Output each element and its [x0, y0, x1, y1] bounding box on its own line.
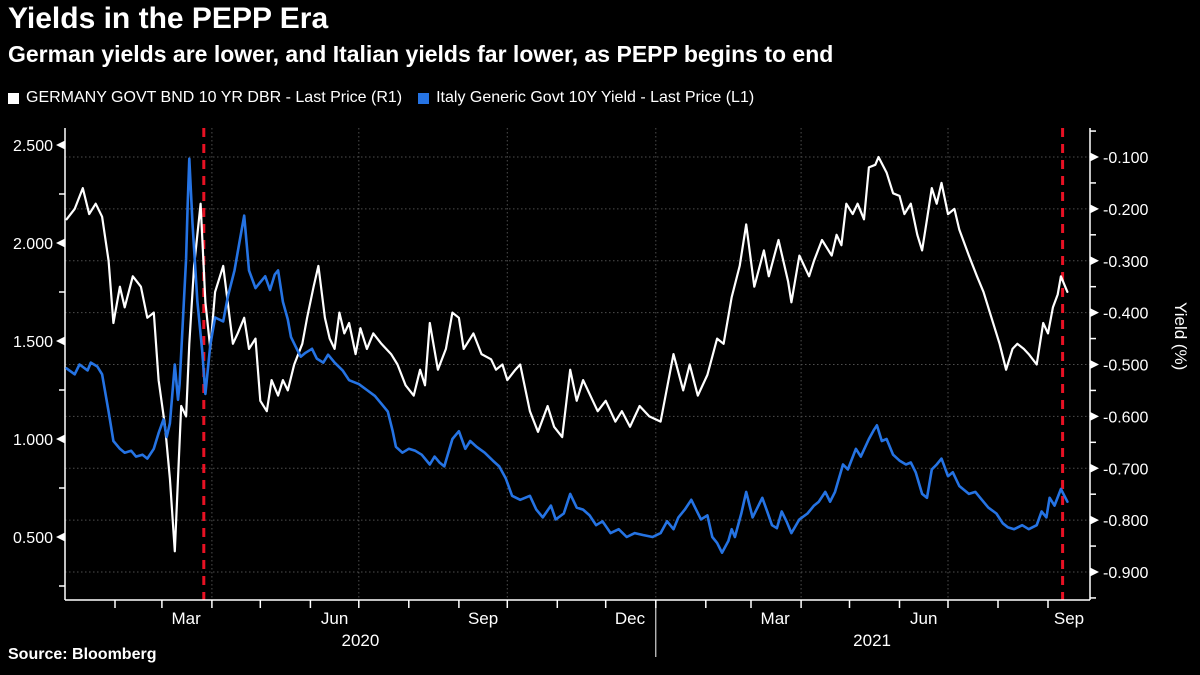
- right-axis-arrow-tick: [1090, 152, 1099, 162]
- left-axis-tick-label: 2.500: [13, 138, 53, 155]
- right-axis-arrow-tick: [1090, 360, 1099, 369]
- right-axis-arrow-tick: [1090, 256, 1099, 266]
- right-axis-tick-label: -0.700: [1103, 461, 1148, 478]
- legend-label-italy: Italy Generic Govt 10Y Yield - Last Pric…: [436, 89, 755, 106]
- left-axis-arrow-tick: [56, 238, 65, 248]
- source-credit: Source: Bloomberg: [8, 646, 157, 663]
- year-label: 2020: [341, 631, 379, 650]
- month-label: Mar: [761, 609, 791, 628]
- right-axis-tick-label: -0.400: [1103, 306, 1148, 323]
- month-label: Dec: [615, 609, 646, 628]
- left-axis-tick-label: 0.500: [13, 530, 53, 547]
- month-label: Mar: [171, 609, 201, 628]
- left-axis-tick-label: 2.000: [13, 236, 53, 253]
- right-axis-tick-label: -0.900: [1103, 565, 1148, 582]
- month-label: Sep: [1054, 609, 1084, 628]
- right-axis-tick-label: -0.500: [1103, 358, 1148, 375]
- legend-item-germany: GERMANY GOVT BND 10 YR DBR - Last Price …: [8, 89, 402, 107]
- right-axis-arrow-tick: [1090, 567, 1099, 577]
- right-axis-arrow-tick: [1090, 204, 1099, 214]
- right-axis-arrow-tick: [1090, 308, 1099, 318]
- left-axis-arrow-tick: [56, 336, 65, 346]
- germany-yield-line: [65, 155, 1069, 553]
- right-axis-arrow-tick: [1090, 463, 1099, 473]
- month-label: Jun: [321, 609, 348, 628]
- month-label: Sep: [468, 609, 498, 628]
- left-axis-tick-label: 1.500: [13, 334, 53, 351]
- right-axis-arrow-tick: [1090, 515, 1099, 525]
- right-axis-tick-label: -0.800: [1103, 513, 1148, 530]
- legend-label-germany: GERMANY GOVT BND 10 YR DBR - Last Price …: [26, 89, 403, 106]
- chart-subtitle: German yields are lower, and Italian yie…: [8, 41, 834, 67]
- italy-series-swatch: [418, 92, 430, 104]
- germany-series-swatch: [8, 92, 19, 104]
- year-label: 2021: [853, 631, 891, 650]
- right-axis-tick-label: -0.600: [1103, 409, 1148, 426]
- left-axis-arrow-tick: [56, 140, 65, 150]
- italy-yield-line: [65, 157, 1069, 554]
- legend: GERMANY GOVT BND 10 YR DBR - Last Price …: [8, 89, 770, 107]
- month-label: Jun: [910, 609, 937, 628]
- legend-item-italy: Italy Generic Govt 10Y Yield - Last Pric…: [418, 89, 754, 107]
- right-axis-tick-label: -0.200: [1103, 202, 1148, 219]
- chart-title: Yields in the PEPP Era: [8, 2, 329, 35]
- left-axis-arrow-tick: [56, 532, 65, 542]
- left-axis-arrow-tick: [56, 434, 65, 444]
- right-axis-title: Yield (%): [1171, 302, 1190, 371]
- right-axis-tick-label: -0.100: [1103, 150, 1148, 167]
- right-axis-arrow-tick: [1090, 411, 1099, 421]
- right-axis-tick-label: -0.300: [1103, 254, 1148, 271]
- left-axis-tick-label: 1.000: [13, 432, 53, 449]
